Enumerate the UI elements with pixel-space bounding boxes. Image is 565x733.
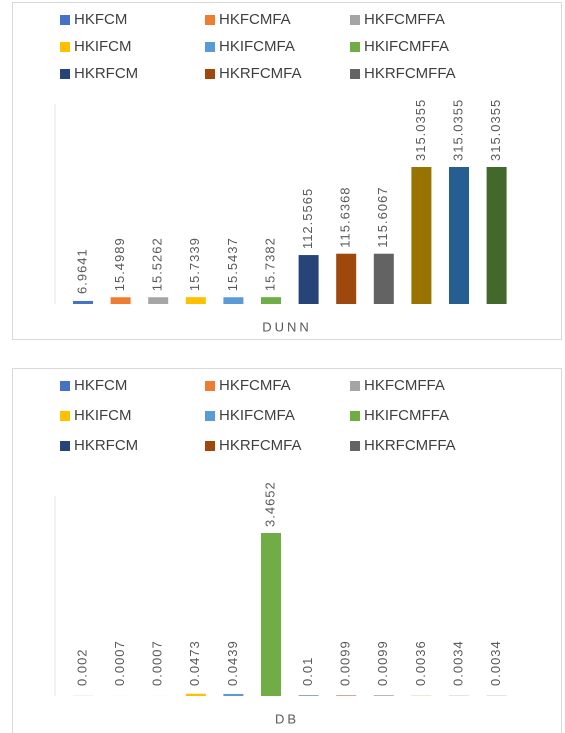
- bar: [148, 297, 169, 304]
- value-label: 115.6368: [338, 186, 353, 247]
- bar: [261, 297, 281, 304]
- legend-label: HKRFCMFFA: [364, 65, 456, 82]
- bar: [185, 693, 206, 696]
- legend-label: HKIFCMFFA: [364, 407, 449, 424]
- legend-swatch: [350, 42, 360, 52]
- legend-swatch: [205, 15, 215, 25]
- value-label: 0.0473: [187, 640, 202, 686]
- legend-label: HKRFCMFA: [219, 437, 302, 454]
- legend-label: HKFCMFFA: [364, 11, 445, 28]
- legend-label: HKRFCMFA: [219, 65, 302, 82]
- x-axis-title: DB: [275, 711, 299, 726]
- value-label: 0.0007: [112, 640, 127, 686]
- chart-frame: [12, 2, 562, 340]
- legend-label: HKIFCMFA: [219, 38, 295, 55]
- value-label: 115.6067: [375, 186, 390, 247]
- bar: [336, 253, 357, 304]
- legend-swatch: [205, 441, 215, 451]
- value-label: 315.0355: [413, 99, 428, 161]
- value-label: 3.4652: [262, 481, 277, 527]
- legend-swatch: [205, 381, 215, 391]
- bar: [223, 297, 244, 304]
- bar: [449, 167, 469, 304]
- x-axis-title: DUNN: [262, 319, 312, 334]
- legend-swatch: [205, 69, 215, 79]
- bar: [373, 253, 394, 304]
- bar: [223, 693, 244, 696]
- bar: [298, 255, 319, 304]
- bar: [411, 167, 432, 304]
- value-label: 315.0355: [450, 99, 465, 161]
- legend-swatch: [60, 42, 70, 52]
- value-label: 0.01: [300, 657, 315, 686]
- bar: [261, 533, 281, 696]
- legend-swatch: [350, 381, 360, 391]
- value-label: 315.0355: [488, 99, 503, 161]
- legend-label: HKRFCMFFA: [364, 437, 456, 454]
- value-label: 15.7382: [262, 237, 277, 291]
- legend-label: HKFCMFFA: [364, 377, 445, 394]
- value-label: 0.0034: [488, 640, 503, 686]
- legend-label: HKRFCM: [74, 437, 138, 454]
- legend-swatch: [350, 441, 360, 451]
- bar: [486, 167, 507, 304]
- legend-swatch: [350, 15, 360, 25]
- legend-swatch: [205, 42, 215, 52]
- legend-swatch: [60, 69, 70, 79]
- value-label: 0.0439: [225, 640, 240, 686]
- legend-swatch: [350, 69, 360, 79]
- legend-swatch: [60, 411, 70, 421]
- value-label: 0.0099: [338, 640, 353, 686]
- legend-label: HKFCMFA: [219, 11, 291, 28]
- bar: [73, 300, 93, 304]
- value-label: 0.0007: [150, 640, 165, 686]
- legend-label: HKFCM: [74, 377, 127, 394]
- value-label: 0.002: [74, 648, 89, 686]
- legend-label: HKRFCM: [74, 65, 138, 82]
- legend-swatch: [60, 441, 70, 451]
- legend-label: HKFCM: [74, 11, 127, 28]
- legend-label: HKIFCMFA: [219, 407, 295, 424]
- bar: [110, 297, 131, 304]
- legend-label: HKIFCM: [74, 38, 132, 55]
- value-label: 0.0034: [450, 640, 465, 686]
- legend-label: HKFCMFA: [219, 377, 291, 394]
- legend-swatch: [60, 15, 70, 25]
- legend-swatch: [350, 411, 360, 421]
- bar: [185, 297, 206, 304]
- value-label: 0.0099: [375, 640, 390, 686]
- legend-swatch: [60, 381, 70, 391]
- value-label: 15.4989: [112, 237, 127, 291]
- chart-frame: [12, 368, 562, 733]
- value-label: 0.0036: [413, 640, 428, 686]
- legend-swatch: [205, 411, 215, 421]
- value-label: 15.5262: [150, 237, 165, 291]
- value-label: 15.5437: [225, 237, 240, 291]
- legend-label: HKIFCM: [74, 407, 132, 424]
- legend-label: HKIFCMFFA: [364, 38, 449, 55]
- value-label: 112.5565: [300, 188, 315, 249]
- value-label: 15.7339: [187, 237, 202, 291]
- value-label: 6.9641: [74, 248, 89, 294]
